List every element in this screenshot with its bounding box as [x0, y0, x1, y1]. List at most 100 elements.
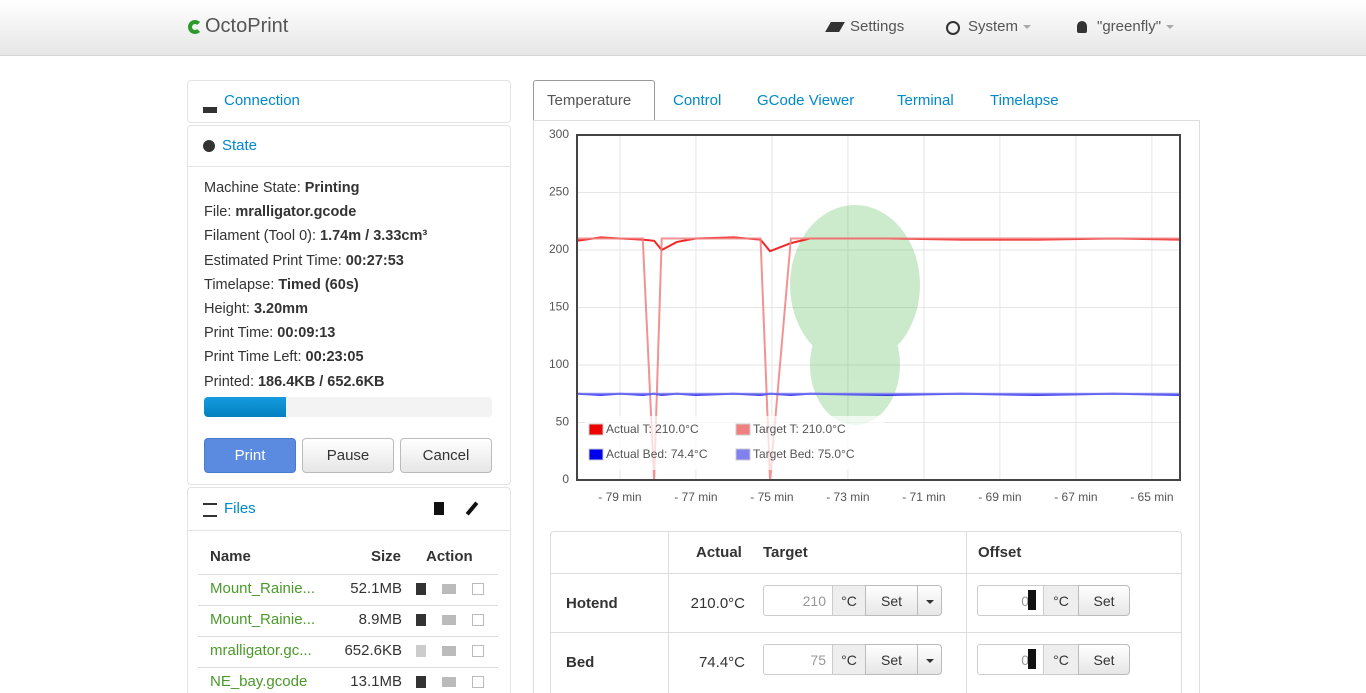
- unit: °C: [832, 585, 866, 616]
- settings-icon: [825, 22, 845, 32]
- file-name[interactable]: NE_bay.gcode: [210, 673, 307, 690]
- state-label: Timelapse:: [204, 277, 274, 293]
- unit: °C: [1043, 585, 1079, 616]
- print-icon[interactable]: [472, 583, 484, 595]
- upload-icon[interactable]: [434, 502, 444, 515]
- y-tick-label: 50: [556, 415, 570, 429]
- x-tick-label: - 75 min: [750, 490, 793, 504]
- state-row: Machine State:Printing: [204, 180, 360, 196]
- col-header: Size: [371, 548, 401, 565]
- print-button[interactable]: Print: [204, 438, 296, 473]
- y-tick-label: 150: [549, 300, 569, 314]
- file-divider: [198, 636, 498, 637]
- brand[interactable]: OctoPrint: [205, 15, 288, 38]
- file-size: 8.9MB: [300, 611, 402, 628]
- dropdown-button[interactable]: [917, 585, 942, 616]
- caret: [1023, 25, 1031, 29]
- state-title[interactable]: State: [222, 137, 257, 154]
- print-icon[interactable]: [472, 676, 484, 688]
- delete-icon[interactable]: [416, 645, 426, 657]
- state-value: 186.4KB / 652.6KB: [258, 374, 385, 390]
- file-size: 13.1MB: [300, 673, 402, 690]
- caret: [926, 659, 934, 663]
- connection-title[interactable]: Connection: [224, 92, 300, 109]
- spinner[interactable]: [1028, 590, 1036, 610]
- load-icon[interactable]: [442, 584, 456, 594]
- state-row: Height:3.20mm: [204, 301, 308, 317]
- power-icon: [946, 21, 960, 35]
- state-row: Print Time:00:09:13: [204, 325, 335, 341]
- col-header: Offset: [978, 544, 1021, 561]
- heater-name: Bed: [566, 654, 594, 671]
- unit: °C: [832, 644, 866, 675]
- state-label: Print Time Left:: [204, 349, 302, 365]
- y-tick-label: 0: [562, 472, 569, 486]
- wrench-icon[interactable]: [466, 501, 479, 515]
- actual-temp: 210.0°C: [668, 595, 745, 612]
- state-label: Filament (Tool 0):: [204, 228, 316, 244]
- x-tick-label: - 79 min: [598, 490, 641, 504]
- legend-swatch: [589, 449, 603, 460]
- row-divider: [551, 632, 1181, 633]
- load-icon[interactable]: [442, 677, 456, 687]
- logo: [188, 20, 202, 34]
- settings-link[interactable]: Settings: [850, 18, 904, 35]
- user-menu[interactable]: "greenfly": [1097, 18, 1174, 35]
- system-menu[interactable]: System: [968, 18, 1031, 35]
- state-label: Printed:: [204, 374, 254, 390]
- col-header: Actual: [696, 544, 742, 561]
- state-row: Estimated Print Time:00:27:53: [204, 253, 404, 269]
- temperature-chart: 050100150200250300- 79 min- 77 min- 75 m…: [540, 125, 1190, 515]
- state-row: Printed:186.4KB / 652.6KB: [204, 374, 385, 390]
- divider: [188, 530, 510, 531]
- legend-label: Target T: 210.0°C: [753, 422, 846, 436]
- tab[interactable]: Temperature: [547, 92, 631, 109]
- set-button[interactable]: Set: [1078, 644, 1130, 675]
- state-label: Print Time:: [204, 325, 273, 341]
- target-input[interactable]: 210: [763, 585, 833, 616]
- info-icon: [203, 140, 215, 152]
- navbar: OctoPrint Settings System "greenfly": [0, 0, 1366, 56]
- tab[interactable]: Timelapse: [990, 92, 1059, 109]
- legend-label: Actual Bed: 74.4°C: [606, 447, 708, 461]
- files-title[interactable]: Files: [224, 500, 256, 517]
- load-icon[interactable]: [442, 646, 456, 656]
- tab[interactable]: Control: [673, 92, 721, 109]
- dropdown-button[interactable]: [917, 644, 942, 675]
- delete-icon[interactable]: [416, 676, 426, 688]
- cancel-button[interactable]: Cancel: [400, 438, 492, 473]
- set-button[interactable]: Set: [1078, 585, 1130, 616]
- file-name[interactable]: mralligator.gc...: [210, 642, 312, 659]
- print-icon[interactable]: [472, 614, 484, 626]
- legend-label: Actual T: 210.0°C: [606, 422, 699, 436]
- pause-button[interactable]: Pause: [302, 438, 394, 473]
- x-tick-label: - 71 min: [902, 490, 945, 504]
- tab[interactable]: Terminal: [897, 92, 954, 109]
- state-label: Machine State:: [204, 180, 301, 196]
- x-tick-label: - 65 min: [1130, 490, 1173, 504]
- state-label: Height:: [204, 301, 250, 317]
- actual-temp: 74.4°C: [668, 654, 745, 671]
- target-input[interactable]: 75: [763, 644, 833, 675]
- x-tick-label: - 73 min: [826, 490, 869, 504]
- print-icon[interactable]: [472, 645, 484, 657]
- system-label: System: [968, 18, 1018, 35]
- file-divider: [198, 667, 498, 668]
- list-icon: [203, 503, 217, 517]
- set-button[interactable]: Set: [865, 585, 918, 616]
- row-divider: [551, 573, 1181, 574]
- state-row: File:mralligator.gcode: [204, 204, 356, 220]
- legend-swatch: [736, 449, 750, 460]
- unit: °C: [1043, 644, 1079, 675]
- spinner[interactable]: [1028, 649, 1036, 669]
- divider: [188, 166, 510, 167]
- delete-icon[interactable]: [416, 614, 426, 626]
- col-header: Action: [426, 548, 473, 565]
- load-icon[interactable]: [442, 615, 456, 625]
- connection-panel: Connection: [187, 80, 511, 123]
- col-divider: [966, 532, 967, 693]
- tab[interactable]: GCode Viewer: [757, 92, 854, 109]
- set-button[interactable]: Set: [865, 644, 918, 675]
- delete-icon[interactable]: [416, 583, 426, 595]
- caret: [1166, 25, 1174, 29]
